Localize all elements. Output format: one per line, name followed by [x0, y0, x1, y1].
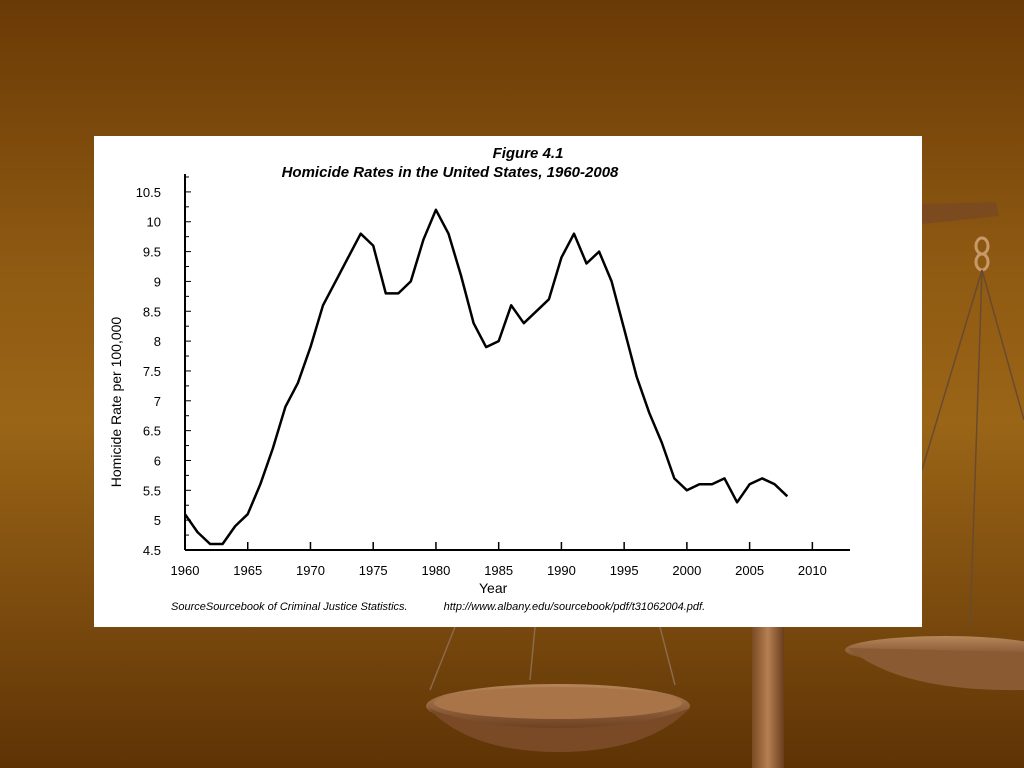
- y-tick-label: 10: [147, 215, 161, 230]
- source-label: SourceSourcebook of Criminal Justice Sta…: [171, 601, 408, 613]
- y-tick-label: 5.5: [143, 483, 161, 498]
- y-tick-label: 8: [154, 334, 161, 349]
- y-tick-label: 7: [154, 394, 161, 409]
- x-tick-label: 2010: [798, 563, 827, 578]
- x-tick-label: 2000: [672, 563, 701, 578]
- x-tick-label: 1965: [233, 563, 262, 578]
- x-tick-label: 1985: [484, 563, 513, 578]
- y-tick-label: 8.5: [143, 304, 161, 319]
- y-tick-label: 9: [154, 274, 161, 289]
- x-tick-label: 1970: [296, 563, 325, 578]
- y-axis-label: Homicide Rate per 100,000: [108, 316, 124, 488]
- y-tick-label: 5: [154, 513, 161, 528]
- x-tick-label: 1995: [610, 563, 639, 578]
- y-tick-label: 7.5: [143, 364, 161, 379]
- y-tick-label: 6: [154, 453, 161, 468]
- line-chart: 4.5 5 5.5 6 6.5 7 7.5 8 8.5 9 9.5 10 10.5 1960 1965 197…: [136, 174, 850, 578]
- chart-title: Figure 4.1: [492, 145, 564, 162]
- chart-card: 4.5 5 5.5 6 6.5 7 7.5 8 8.5 9 9.5 10 10.5 1960 1965 197…: [94, 136, 922, 627]
- y-tick-label: 10.5: [136, 185, 161, 200]
- y-tick-label: 4.5: [143, 543, 161, 558]
- x-tick-label: 1975: [359, 563, 388, 578]
- series-line: [183, 208, 789, 546]
- y-tick-label: 9.5: [143, 245, 161, 260]
- x-tick-label: 1960: [171, 563, 200, 578]
- x-tick-label: 2005: [735, 563, 764, 578]
- x-tick-label: 1980: [421, 563, 450, 578]
- source-note: SourceSourcebook of Criminal Justice Sta…: [171, 601, 705, 613]
- y-tick-label: 6.5: [143, 424, 161, 439]
- chart-subtitle: Homicide Rates in the United States, 196…: [281, 164, 619, 181]
- source-url: http://www.albany.edu/sourcebook/pdf/t31…: [443, 601, 706, 613]
- x-tick-label: 1990: [547, 563, 576, 578]
- x-axis-label: Year: [479, 580, 508, 596]
